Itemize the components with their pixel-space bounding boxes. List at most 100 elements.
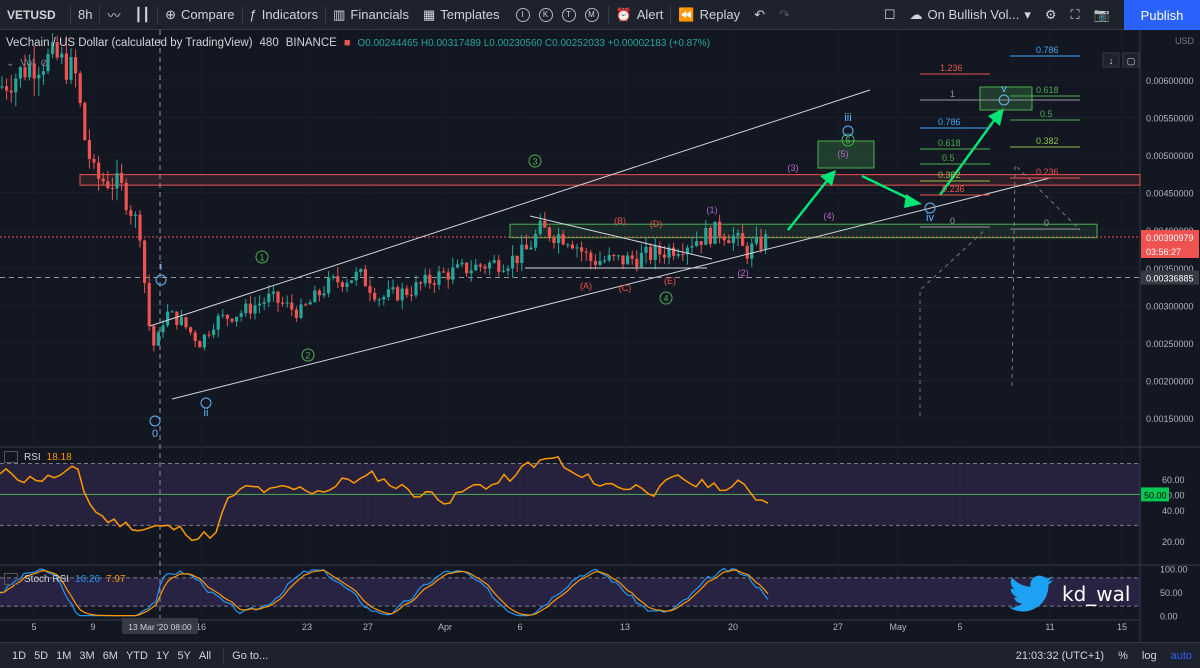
- price-tick-label: 0.00200000: [1146, 376, 1194, 386]
- candle-body: [391, 287, 395, 290]
- candle-body: [299, 304, 303, 318]
- current-price-badge: 0.00390979: [1146, 233, 1194, 243]
- financials-button[interactable]: ▥ Financials: [326, 0, 416, 30]
- interval-selector[interactable]: 8h: [78, 7, 93, 22]
- collapse-icon[interactable]: [4, 573, 18, 585]
- candle-body: [124, 182, 128, 211]
- bottom-right-controls: 21:03:32 (UTC+1) % log auto: [1016, 650, 1192, 662]
- candle-body: [41, 71, 45, 75]
- layout-selector[interactable]: ☁ On Bullish Vol... ▾: [903, 0, 1038, 30]
- range-1d[interactable]: 1D: [12, 649, 27, 662]
- chart-canvas[interactable]: 0.006000000.005500000.005000000.00450000…: [0, 30, 1200, 642]
- clock[interactable]: 21:03:32 (UTC+1): [1015, 649, 1105, 662]
- candle-body: [363, 269, 367, 287]
- candle-body: [322, 293, 326, 296]
- publish-button[interactable]: Publish: [1124, 0, 1200, 30]
- candle-body: [520, 244, 524, 264]
- gear-icon[interactable]: ⚙: [1044, 6, 1057, 22]
- goto-button[interactable]: Go to...: [232, 649, 269, 662]
- fib-level-label: 0: [950, 216, 955, 226]
- undo-icon[interactable]: ↶: [754, 6, 765, 22]
- candle-body: [561, 234, 565, 245]
- range-3m[interactable]: 3M: [79, 649, 95, 662]
- range-5d[interactable]: 5D: [34, 649, 49, 662]
- candle-body: [639, 252, 643, 267]
- camera-icon[interactable]: 📷: [1093, 6, 1110, 22]
- replay-label: Replay: [699, 7, 741, 22]
- candle-body: [115, 172, 119, 189]
- candle-body: [281, 302, 285, 304]
- candle-body: [575, 247, 579, 249]
- fullscreen-icon[interactable]: ☐: [883, 6, 896, 22]
- template-i[interactable]: I: [515, 7, 530, 22]
- wave-4-label: 4: [663, 294, 668, 304]
- template-k[interactable]: K: [538, 7, 553, 22]
- range-1y[interactable]: 1Y: [155, 649, 170, 662]
- line-chart-icon[interactable]: 〰: [107, 8, 121, 23]
- wave-e-label: (E): [664, 276, 676, 286]
- collapse-chevron-icon[interactable]: ⌄: [6, 58, 15, 69]
- template-t[interactable]: T: [561, 7, 576, 22]
- wave-marker: [842, 125, 854, 137]
- volume-label: Vol: [20, 58, 35, 69]
- candle-body: [120, 172, 124, 183]
- range-1m[interactable]: 1M: [56, 649, 72, 662]
- range-6m[interactable]: 6M: [102, 649, 118, 662]
- log-toggle[interactable]: log: [1141, 649, 1157, 662]
- eye-hidden-icon[interactable]: ⊘: [40, 58, 49, 69]
- alt-projection: [1011, 163, 1081, 387]
- candle-body: [193, 332, 197, 342]
- replay-icon: ⏪: [678, 6, 695, 22]
- exchange-label: BINANCE: [285, 37, 337, 49]
- template-shortcuts: I K T M: [507, 0, 608, 30]
- indicators-button[interactable]: ƒ Indicators: [243, 0, 326, 30]
- time-tick-label: May: [889, 622, 907, 632]
- templates-button[interactable]: ▦ Templates: [416, 0, 507, 30]
- compare-button[interactable]: ⊕ Compare: [158, 0, 241, 30]
- stoch-band: [0, 577, 1140, 607]
- candle-body: [244, 303, 248, 314]
- candle-body: [460, 262, 464, 265]
- alert-button[interactable]: ⏰ Alert: [609, 0, 671, 30]
- candle-body: [239, 313, 243, 317]
- wave-iv-label: iv: [926, 212, 934, 224]
- range-ytd[interactable]: YTD: [125, 649, 148, 662]
- triangle-upper-line: [529, 215, 713, 260]
- maximize-icon: ▢: [1127, 56, 1136, 66]
- price-tick-label: 0.00250000: [1146, 339, 1194, 349]
- candle-body: [474, 264, 478, 271]
- rsi-level-label: 20.00: [1162, 537, 1185, 547]
- candle-body: [276, 291, 280, 303]
- fib-level-label: 0.382: [1036, 136, 1059, 146]
- percent-toggle[interactable]: %: [1118, 649, 1128, 662]
- candle-body: [78, 73, 82, 104]
- price-tick-label: 0.00450000: [1146, 189, 1194, 199]
- fullscreen-toggle-icon[interactable]: ⛶: [1070, 6, 1080, 22]
- candle-body: [704, 227, 708, 245]
- candle-body: [455, 264, 459, 268]
- candle-body: [37, 74, 41, 79]
- redo-icon[interactable]: ↷: [778, 6, 790, 22]
- candle-body: [138, 214, 142, 241]
- candle-body: [368, 286, 372, 293]
- candle-body: [428, 274, 432, 284]
- collapse-icon[interactable]: [4, 451, 18, 463]
- candle-body: [92, 158, 96, 163]
- candle-body: [97, 162, 101, 179]
- candle-body: [83, 103, 87, 141]
- wave-0-label: 0: [152, 428, 158, 440]
- symbol-search[interactable]: VETUSD: [7, 7, 56, 22]
- candle-body: [55, 42, 59, 58]
- fib-level-label: 0: [1044, 218, 1049, 228]
- candle-body: [699, 241, 703, 245]
- fib-level-label: 1.236: [940, 63, 963, 73]
- time-tick-label: 23: [302, 622, 312, 632]
- alert-label: Alert: [636, 7, 664, 22]
- separator: [241, 5, 243, 24]
- candles-chart-icon[interactable]: ┃┃: [134, 6, 151, 22]
- replay-button[interactable]: ⏪ Replay: [671, 0, 747, 30]
- template-m[interactable]: M: [584, 7, 599, 22]
- auto-toggle[interactable]: auto: [1170, 649, 1192, 662]
- range-all[interactable]: All: [198, 649, 212, 662]
- range-5y[interactable]: 5Y: [177, 649, 191, 662]
